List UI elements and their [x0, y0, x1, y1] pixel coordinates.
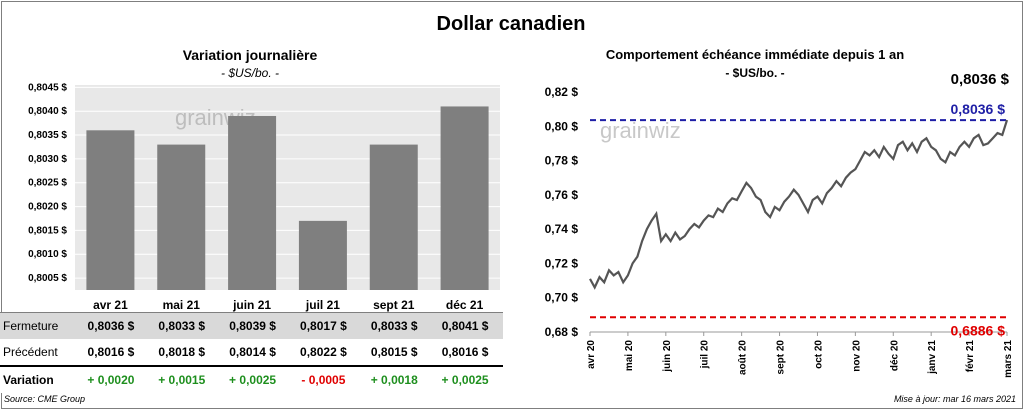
- watermark-logo: grainwiz: [600, 118, 681, 143]
- table-cell: + 0,0015: [158, 373, 206, 387]
- table-cell: 0,8016 $: [87, 345, 135, 359]
- x-tick-label: sept 20: [776, 340, 787, 375]
- x-tick-label: janv 21: [927, 340, 938, 375]
- line-chart: grainwiz 0,68 $ 0,70 $ 0,72 $ 0,74 $ 0,76 $ 0,…: [545, 71, 1014, 378]
- y-tick-label: 0,72 $: [545, 256, 579, 270]
- x-tick-label: févr 21: [965, 340, 976, 373]
- x-tick-label: juin 21: [232, 298, 271, 312]
- table-cell: + 0,0020: [87, 373, 135, 387]
- y-tick-label: 0,8025 $: [28, 178, 67, 189]
- left-chart-title: Variation journalière: [182, 47, 318, 63]
- y-tick-label: 0,8010 $: [28, 249, 67, 260]
- table-cell: + 0,0025: [229, 373, 277, 387]
- x-tick-label: juil 20: [700, 340, 711, 370]
- x-tick-label: avr 21: [93, 298, 128, 312]
- bar: [440, 106, 489, 290]
- table-row-fermeture: Fermeture 0,8036 $ 0,8033 $ 0,8039 $ 0,8017…: [0, 312, 503, 340]
- right-chart-title: Comportement échéance immédiate depuis 1…: [605, 47, 905, 62]
- plot-area: [75, 85, 500, 290]
- x-tick-label: août 20: [738, 340, 749, 375]
- reference-line-label: 0,6886 $: [951, 322, 1006, 338]
- y-tick-label: 0,80 $: [545, 119, 579, 133]
- table-cell: 0,8036 $: [87, 319, 135, 333]
- source-note: Source: CME Group: [4, 394, 86, 404]
- table-cell: 0,8018 $: [158, 345, 206, 359]
- table-cell: 0,8022 $: [300, 345, 347, 359]
- table-cell: + 0,0025: [441, 373, 489, 387]
- row-label-variation: Variation: [3, 373, 54, 387]
- x-tick-label: déc 20: [889, 340, 900, 372]
- y-tick-label: 0,8015 $: [28, 225, 67, 236]
- price-line: [589, 119, 1009, 290]
- right-chart-unit: - $US/bo. -: [725, 66, 785, 80]
- y-tick-label: 0,68 $: [545, 325, 579, 339]
- x-tick-label: nov 20: [851, 340, 862, 372]
- row-label-precedent: Précédent: [3, 345, 58, 359]
- x-tick-label: mai 20: [624, 340, 635, 372]
- table-cell: 0,8033 $: [370, 319, 418, 333]
- y-tick-label: 0,8005 $: [28, 273, 67, 284]
- y-tick-label: 0,8040 $: [28, 106, 67, 117]
- bar: [298, 220, 347, 290]
- table-row-precedent: Précédent 0,8016 $ 0,8018 $ 0,8014 $ 0,8022…: [0, 339, 503, 367]
- table-row-variation: Variation + 0,0020 + 0,0015 + 0,0025 - 0,00…: [0, 367, 503, 393]
- bar: [86, 130, 135, 290]
- y-tick-label: 0,82 $: [545, 85, 579, 99]
- row-label-fermeture: Fermeture: [3, 319, 59, 333]
- y-tick-label: 0,8035 $: [28, 130, 67, 141]
- bar: [228, 115, 277, 290]
- bar: [369, 144, 418, 290]
- table-cell: 0,8039 $: [229, 319, 276, 333]
- table-cell: 0,8033 $: [158, 319, 206, 333]
- table-cell: 0,8016 $: [441, 345, 489, 359]
- update-note: Mise à jour: mar 16 mars 2021: [893, 394, 1016, 404]
- table-cell: 0,8014 $: [229, 345, 276, 359]
- y-tick-label: 0,8045 $: [28, 82, 67, 93]
- x-tick-label: juil 21: [305, 298, 340, 312]
- bar: [157, 144, 206, 290]
- x-tick-label: mai 21: [163, 298, 201, 312]
- left-chart-unit: - $US/bo. -: [220, 66, 280, 80]
- table-cell: 0,8017 $: [300, 319, 347, 333]
- table-cell: 0,8041 $: [441, 319, 489, 333]
- table-cell: 0,8015 $: [370, 345, 418, 359]
- x-tick-label: juin 20: [662, 340, 673, 373]
- x-tick-label: mars 21: [1003, 340, 1014, 378]
- y-tick-label: 0,70 $: [545, 291, 579, 305]
- table-cell: + 0,0018: [370, 373, 418, 387]
- table-cell: - 0,0005: [301, 373, 346, 387]
- y-tick-label: 0,74 $: [545, 222, 579, 236]
- y-tick-label: 0,78 $: [545, 154, 579, 168]
- x-tick-label: sept 21: [373, 298, 415, 312]
- reference-line-label: 0,8036 $: [951, 101, 1006, 117]
- y-tick-label: 0,76 $: [545, 188, 579, 202]
- x-tick-label: avr 20: [586, 340, 597, 369]
- x-tick-label: oct 20: [813, 340, 824, 369]
- y-tick-label: 0,8030 $: [28, 154, 67, 165]
- y-tick-label: 0,8020 $: [28, 202, 67, 213]
- last-price-label: 0,8036 $: [951, 71, 1010, 88]
- x-tick-label: déc 21: [446, 298, 484, 312]
- page-title: Dollar canadien: [436, 13, 586, 35]
